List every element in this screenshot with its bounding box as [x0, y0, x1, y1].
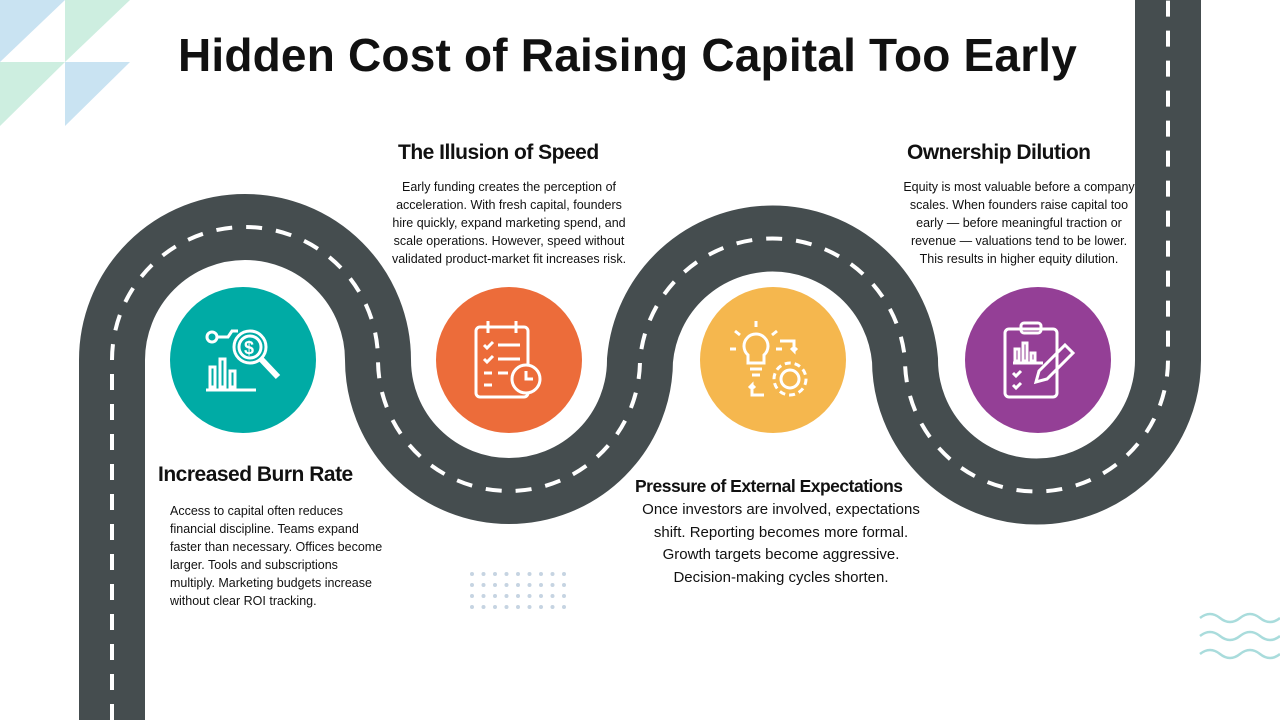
step-3-icon-circle: [700, 287, 846, 433]
step-3-body: Once investors are involved, expectation…: [642, 501, 920, 586]
step-4-body: Equity is most valuable before a company…: [903, 180, 1135, 266]
financial-analysis-icon: $: [205, 329, 281, 392]
step-1-icon-circle: $: [170, 287, 316, 433]
wave-decoration: [1199, 612, 1280, 660]
dot-grid-decoration: [470, 572, 566, 609]
step-2-icon-circle: [436, 287, 582, 433]
road-lane-markings: [110, 0, 1170, 720]
clipboard-chart-pencil-icon: [1003, 321, 1076, 399]
step-4-icon-circle: [965, 287, 1111, 433]
lightbulb-gear-icon: [730, 321, 808, 397]
step-1-body: Access to capital often reduces financia…: [170, 504, 383, 608]
step-3-heading: Pressure of External Expectations: [635, 476, 903, 496]
checklist-clock-icon: [474, 321, 542, 399]
svg-text:$: $: [244, 338, 254, 358]
step-2-heading: The Illusion of Speed: [398, 141, 599, 164]
step-2-body: Early funding creates the perception of …: [391, 180, 627, 266]
page-title: Hidden Cost of Raising Capital Too Early: [177, 29, 1078, 81]
corner-triangles-decoration: [0, 0, 130, 126]
step-4-heading: Ownership Dilution: [907, 141, 1091, 164]
step-1-heading: Increased Burn Rate: [158, 463, 353, 486]
